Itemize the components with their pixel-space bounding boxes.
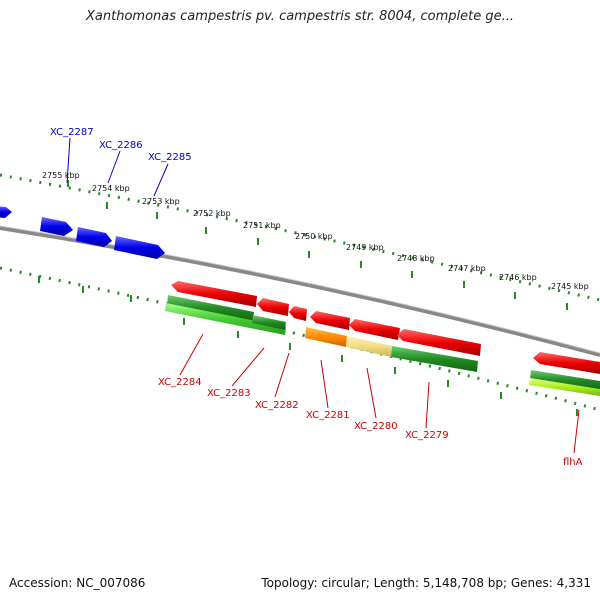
kbp-label: 2755 kbp	[42, 171, 80, 180]
gene-block[interactable]	[310, 311, 350, 330]
gene-block[interactable]	[171, 281, 257, 307]
kbp-label: 2752 kbp	[193, 209, 231, 218]
kbp-label: 2750 kbp	[295, 232, 333, 241]
inner-major-ticks	[38, 276, 578, 416]
genome-summary: Topology: circular; Length: 5,148,708 bp…	[261, 576, 591, 590]
gene-label[interactable]: XC_2280	[354, 421, 398, 432]
feature-bars[interactable]	[165, 295, 600, 396]
gene-block[interactable]	[349, 319, 400, 340]
feature-bar[interactable]	[391, 346, 478, 372]
feature-bar[interactable]	[305, 327, 347, 347]
outer-major-ticks	[67, 180, 568, 310]
feature-bar[interactable]	[165, 303, 286, 335]
kbp-label: 2745 kbp	[551, 282, 589, 291]
gene-label[interactable]: XC_2284	[158, 377, 202, 388]
kbp-label: 2747 kbp	[448, 264, 486, 273]
blue-leader-lines	[66, 137, 169, 197]
gene-label[interactable]: XC_2282	[255, 400, 299, 411]
gene-block[interactable]	[114, 236, 165, 259]
gene-block[interactable]	[40, 217, 73, 236]
forward-genes[interactable]	[0, 206, 165, 259]
kbp-label: 2749 kbp	[346, 243, 384, 252]
feature-bar[interactable]	[530, 370, 600, 390]
gene-block[interactable]	[257, 298, 289, 316]
gene-label[interactable]: XC_2279	[405, 430, 449, 441]
gene-label[interactable]: flhA	[563, 457, 583, 468]
genome-backbone-highlight	[0, 225, 600, 354]
gene-block[interactable]	[0, 206, 12, 218]
feature-bar[interactable]	[529, 378, 600, 396]
blue-gene-labels: XC_2287 XC_2286 XC_2285	[50, 127, 192, 163]
gene-block[interactable]	[533, 352, 600, 374]
gene-label[interactable]: XC_2283	[207, 388, 251, 399]
reverse-genes[interactable]	[171, 281, 600, 374]
page-title: Xanthomonas campestris pv. campestris st…	[86, 9, 514, 24]
gene-label[interactable]: XC_2287	[50, 127, 94, 138]
kbp-label: 2753 kbp	[142, 197, 180, 206]
gene-block[interactable]	[289, 306, 307, 321]
feature-bar[interactable]	[252, 315, 286, 330]
kbp-labels: 2755 kbp 2754 kbp 2753 kbp 2752 kbp 2751…	[42, 171, 589, 291]
feature-bar[interactable]	[346, 336, 392, 357]
kbp-label: 2746 kbp	[499, 273, 537, 282]
feature-bar[interactable]	[167, 295, 254, 321]
inner-ruler-track	[0, 266, 600, 412]
red-gene-labels: XC_2284 XC_2283 XC_2282 XC_2281 XC_2280 …	[158, 377, 583, 468]
gene-label[interactable]: XC_2286	[99, 140, 143, 151]
kbp-label: 2754 kbp	[92, 184, 130, 193]
red-leader-lines	[179, 333, 580, 454]
kbp-label: 2748 kbp	[397, 254, 435, 263]
gene-label[interactable]: XC_2285	[148, 152, 192, 163]
kbp-label: 2751 kbp	[243, 221, 281, 230]
gene-block[interactable]	[397, 329, 481, 356]
accession-text: Accession: NC_007086	[9, 576, 146, 590]
genome-backbone	[0, 226, 600, 357]
gene-block[interactable]	[76, 227, 112, 247]
gene-label[interactable]: XC_2281	[306, 410, 350, 421]
